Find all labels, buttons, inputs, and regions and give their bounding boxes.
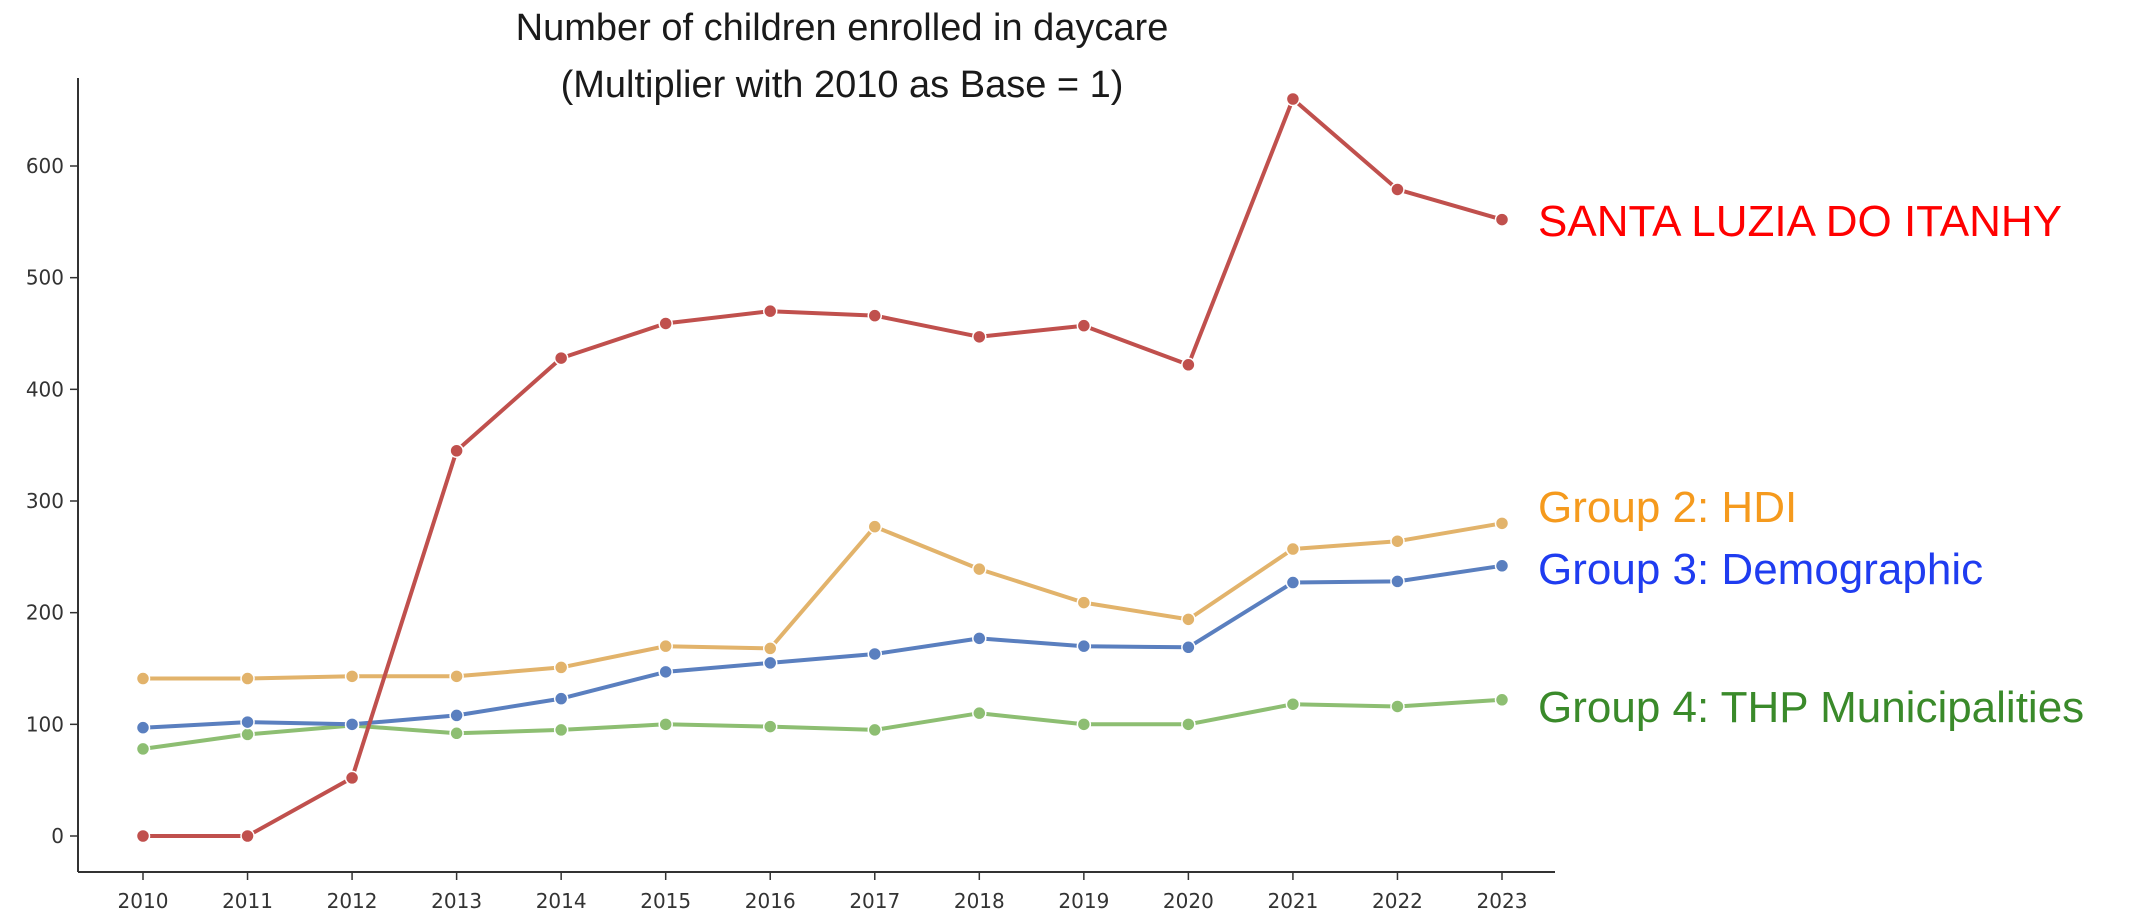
y-tick-label: 500 <box>26 266 64 290</box>
series-2-point <box>240 671 255 686</box>
chart-title-line-1: Number of children enrolled in daycare <box>516 7 1169 49</box>
x-tick-label: 2022 <box>1372 889 1423 913</box>
series-1-point <box>1076 318 1092 333</box>
series-1-point <box>240 828 255 844</box>
series-1-point <box>1494 212 1510 227</box>
series-1-point <box>344 770 360 786</box>
x-tick-label: 2011 <box>222 889 273 913</box>
x-tick-label: 2016 <box>745 889 796 913</box>
series-2-point <box>867 519 883 534</box>
series-labels: SANTA LUZIA DO ITANHY Group 2: HDI Group 3… <box>1538 197 2084 732</box>
series-3-point <box>972 631 987 646</box>
series-1-point <box>1285 91 1301 107</box>
series-1-point <box>1390 182 1405 197</box>
y-tick-labels: 0 100 200 300 400 500 600 <box>26 154 78 848</box>
series-3-point <box>1076 638 1092 654</box>
series-2-point <box>972 561 987 577</box>
x-tick-label: 2020 <box>1163 889 1214 913</box>
series-1-point <box>658 316 673 331</box>
series-2-point <box>135 671 151 686</box>
series-label-3: Group 3: Demographic <box>1538 545 1983 594</box>
x-tick-label: 2015 <box>640 889 691 913</box>
series-3-point <box>1390 574 1405 589</box>
series-1-point <box>1181 357 1196 373</box>
series-layer <box>135 91 1510 844</box>
x-tick-label: 2013 <box>431 889 482 913</box>
series-label-4: Group 4: THP Municipalities <box>1538 683 2084 732</box>
series-2-point <box>553 660 569 675</box>
x-tick-label: 2019 <box>1058 889 1109 913</box>
y-tick-label: 100 <box>26 712 64 736</box>
series-1 <box>135 91 1510 844</box>
series-2-point <box>344 669 360 684</box>
series-1-point <box>867 308 883 323</box>
y-tick-label: 600 <box>26 154 64 178</box>
series-4-point <box>135 741 151 757</box>
y-tick-label: 300 <box>26 489 64 513</box>
x-tick-labels: 2010 2011 2012 2013 2014 2015 2016 2017 2018 2019… <box>118 872 1528 913</box>
series-3-point <box>344 717 360 732</box>
series-label-2: Group 2: HDI <box>1538 483 1797 532</box>
series-1-point <box>449 443 464 458</box>
series-4-point <box>658 717 673 732</box>
series-2-line <box>143 521 1503 681</box>
y-tick-label: 0 <box>51 824 64 848</box>
series-1-point <box>553 350 569 366</box>
y-tick-label: 200 <box>26 601 64 625</box>
series-4-point <box>553 722 569 738</box>
x-tick-label: 2014 <box>536 889 587 913</box>
series-2-point <box>762 641 778 656</box>
series-4-point <box>1390 699 1405 714</box>
series-4-point <box>1285 696 1301 712</box>
series-3-point <box>762 655 778 671</box>
series-1-point <box>762 303 778 319</box>
x-tick-label: 2017 <box>849 889 900 913</box>
chart-title: Number of children enrolled in daycare (… <box>516 7 1169 106</box>
series-3-point <box>553 691 569 706</box>
series-1-point <box>135 828 151 844</box>
x-tick-label: 2018 <box>954 889 1005 913</box>
x-tick-label: 2023 <box>1477 889 1528 913</box>
series-4-point <box>867 722 883 738</box>
series-1-line <box>143 97 1503 838</box>
series-3-point <box>1494 558 1510 574</box>
series-3-point <box>867 646 883 662</box>
series-4-point <box>1181 717 1196 732</box>
series-4-point <box>1076 717 1092 732</box>
axes <box>77 78 1555 873</box>
x-tick-label: 2010 <box>118 889 169 913</box>
series-2 <box>135 516 1510 686</box>
series-3-point <box>240 714 255 730</box>
series-2-point <box>1076 595 1092 610</box>
series-4-point <box>449 726 464 741</box>
series-3-point <box>658 664 673 680</box>
series-2-point <box>1390 533 1405 549</box>
series-1-point <box>972 329 987 345</box>
series-label-1: SANTA LUZIA DO ITANHY <box>1538 197 2062 246</box>
series-2-point <box>658 638 673 654</box>
series-2-point <box>1494 516 1510 531</box>
series-4-point <box>240 727 255 742</box>
x-tick-label: 2021 <box>1267 889 1318 913</box>
series-3-point <box>1181 640 1196 655</box>
chart-title-line-2: (Multiplier with 2010 as Base = 1) <box>561 64 1124 106</box>
series-2-point <box>1181 612 1196 627</box>
series-3-point <box>449 708 464 723</box>
x-tick-label: 2012 <box>327 889 378 913</box>
series-3-point <box>135 720 151 735</box>
series-2-point <box>449 669 464 684</box>
series-4-point <box>762 719 778 734</box>
series-2-point <box>1285 541 1301 557</box>
series-3-point <box>1285 575 1301 590</box>
y-tick-label: 400 <box>26 377 64 401</box>
series-4-point <box>1494 692 1510 708</box>
series-4-point <box>972 705 987 721</box>
